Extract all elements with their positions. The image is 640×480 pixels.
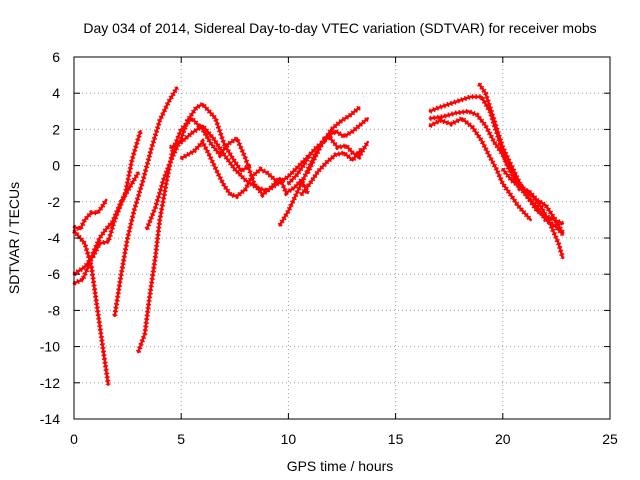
series-track-9 [179, 137, 278, 200]
series-track-7 [144, 100, 252, 231]
grid-lines [74, 57, 610, 419]
series-plus-markers [429, 108, 565, 234]
y-axis-label: SDTVAR / TECUs [6, 182, 22, 294]
series-plus-markers [277, 133, 370, 227]
y-tick-label: -14 [40, 411, 60, 427]
x-tick-label: 15 [388, 431, 404, 447]
y-tick-label: -2 [48, 194, 61, 210]
series-track-17 [477, 82, 565, 237]
series-track-16 [428, 115, 533, 222]
series-plus-markers [73, 171, 141, 286]
series-plus-markers [305, 116, 370, 174]
axis-ticks: 0 5 10 15 20 25 -14 -12 -10 -8 -6 -4 -2 0 2 4 6 [40, 49, 618, 447]
series-track-5 [112, 86, 180, 318]
series-track-12 [305, 116, 370, 175]
x-tick-label: 20 [495, 431, 511, 447]
series-plus-markers [428, 115, 533, 222]
series-plus-markers [299, 147, 364, 197]
y-tick-label: 0 [52, 158, 60, 174]
series-plus-markers [73, 198, 109, 232]
x-tick-label: 0 [70, 431, 78, 447]
x-tick-label: 5 [177, 431, 185, 447]
y-tick-label: 6 [52, 49, 60, 65]
y-tick-label: -10 [40, 339, 60, 355]
series-track-18 [500, 167, 565, 226]
series-track-13 [299, 147, 364, 197]
series-plus-markers [169, 122, 312, 194]
series-plus-markers [428, 94, 566, 259]
series-line [145, 102, 252, 231]
chart-title: Day 034 of 2014, Sidereal Day-to-day VTE… [83, 20, 596, 36]
series-line [72, 229, 110, 386]
y-tick-label: -8 [48, 302, 61, 318]
series-track-2 [72, 198, 109, 232]
series-track-15 [428, 108, 565, 234]
y-tick-label: 4 [52, 85, 60, 101]
series-plus-markers [179, 137, 278, 200]
series-plus-markers [286, 105, 361, 186]
x-tick-label: 10 [281, 431, 297, 447]
y-tick-label: -4 [48, 230, 61, 246]
series-plus-markers [72, 130, 143, 277]
series-track-1 [72, 229, 111, 386]
series-plus-markers [112, 86, 180, 317]
data-series [72, 82, 566, 386]
series-plus-markers [477, 82, 565, 237]
series-plus-markers [500, 167, 564, 226]
series-track-8 [169, 122, 312, 194]
y-tick-label: 2 [52, 121, 60, 137]
y-tick-label: -6 [48, 266, 61, 282]
y-tick-label: -12 [40, 375, 60, 391]
x-tick-label: 25 [602, 431, 618, 447]
x-axis-label: GPS time / hours [287, 458, 394, 474]
series-track-4 [72, 129, 143, 277]
